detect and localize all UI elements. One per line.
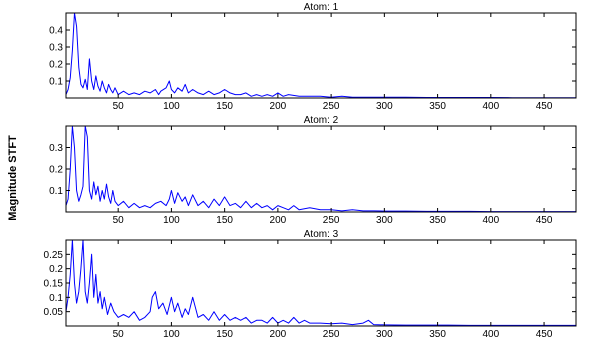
x-tick-label: 250 xyxy=(323,101,340,112)
x-tick-label: 200 xyxy=(270,215,287,226)
axes-frame xyxy=(65,239,577,327)
x-tick-label: 300 xyxy=(376,101,393,112)
x-tick-label: 350 xyxy=(429,101,446,112)
y-tick-label: 0.15 xyxy=(44,279,64,290)
x-tick-label: 300 xyxy=(376,329,393,340)
x-tick-label: 400 xyxy=(482,329,499,340)
y-tick-label: 0.1 xyxy=(49,186,63,197)
y-tick-label: 0.1 xyxy=(49,293,63,304)
y-tick-label: 0.05 xyxy=(44,307,64,318)
x-tick-label: 450 xyxy=(536,329,553,340)
x-tick-label: 100 xyxy=(163,215,180,226)
x-tick-label: 100 xyxy=(163,101,180,112)
x-tick-label: 450 xyxy=(536,101,553,112)
x-tick-label: 250 xyxy=(323,329,340,340)
x-tick-label: 50 xyxy=(113,215,125,226)
stft-trace xyxy=(65,239,576,326)
x-tick-label: 50 xyxy=(113,329,125,340)
y-tick-label: 0.3 xyxy=(49,43,63,54)
x-tick-label: 50 xyxy=(113,101,125,112)
y-tick-label: 0.25 xyxy=(44,250,64,261)
panel-title: Atom: 2 xyxy=(304,115,339,126)
x-tick-label: 350 xyxy=(429,329,446,340)
stft-trace xyxy=(65,12,576,99)
axes-frame xyxy=(65,125,577,213)
stft-trace xyxy=(65,125,576,213)
panel-title: Atom: 1 xyxy=(304,2,339,13)
x-tick-label: 450 xyxy=(536,215,553,226)
y-axis-label: Magnitude STFT xyxy=(7,135,19,221)
panel-1: Atom: 1 50 100 150 200 250 300 350 400 450 0.1 0.2 0… xyxy=(49,2,577,112)
x-tick-label: 100 xyxy=(163,329,180,340)
x-tick-label: 150 xyxy=(216,329,233,340)
x-tick-label: 200 xyxy=(270,329,287,340)
panel-title: Atom: 3 xyxy=(304,229,339,240)
y-tick-label: 0.2 xyxy=(49,60,63,71)
x-tick-label: 150 xyxy=(216,101,233,112)
x-tick-label: 150 xyxy=(216,215,233,226)
y-tick-label: 0.2 xyxy=(49,264,63,275)
x-tick-label: 200 xyxy=(270,101,287,112)
x-tick-label: 350 xyxy=(429,215,446,226)
x-tick-label: 300 xyxy=(376,215,393,226)
panel-3: Atom: 3 50 100 150 200 250 300 350 400 450 0.05 0.1… xyxy=(44,229,577,340)
x-tick-label: 400 xyxy=(482,101,499,112)
panel-2: Atom: 2 50 100 150 200 250 300 350 400 450 0.1 0.2 0… xyxy=(49,115,577,226)
y-tick-label: 0.2 xyxy=(49,165,63,176)
x-tick-label: 250 xyxy=(323,215,340,226)
y-tick-label: 0.4 xyxy=(49,26,63,37)
y-tick-label: 0.1 xyxy=(49,77,63,88)
y-tick-label: 0.3 xyxy=(49,143,63,154)
axes-frame xyxy=(65,12,577,99)
x-tick-label: 400 xyxy=(482,215,499,226)
